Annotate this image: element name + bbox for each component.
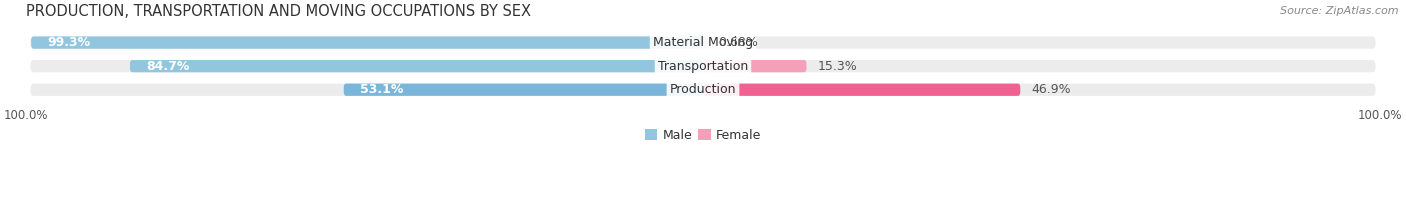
Text: Production: Production	[669, 83, 737, 96]
FancyBboxPatch shape	[31, 36, 703, 49]
FancyBboxPatch shape	[703, 84, 1021, 96]
FancyBboxPatch shape	[31, 36, 1375, 49]
Text: 99.3%: 99.3%	[48, 36, 90, 49]
FancyBboxPatch shape	[343, 84, 703, 96]
Text: Source: ZipAtlas.com: Source: ZipAtlas.com	[1281, 6, 1399, 16]
FancyBboxPatch shape	[703, 36, 707, 49]
Text: 53.1%: 53.1%	[360, 83, 404, 96]
Text: PRODUCTION, TRANSPORTATION AND MOVING OCCUPATIONS BY SEX: PRODUCTION, TRANSPORTATION AND MOVING OC…	[27, 4, 531, 19]
Text: 15.3%: 15.3%	[817, 60, 858, 73]
FancyBboxPatch shape	[31, 84, 1375, 96]
Text: 84.7%: 84.7%	[146, 60, 190, 73]
Text: Transportation: Transportation	[658, 60, 748, 73]
FancyBboxPatch shape	[31, 60, 1375, 72]
Text: Material Moving: Material Moving	[652, 36, 754, 49]
Legend: Male, Female: Male, Female	[640, 124, 766, 147]
Text: 0.68%: 0.68%	[718, 36, 758, 49]
FancyBboxPatch shape	[129, 60, 703, 72]
Text: 46.9%: 46.9%	[1031, 83, 1071, 96]
FancyBboxPatch shape	[703, 60, 807, 72]
